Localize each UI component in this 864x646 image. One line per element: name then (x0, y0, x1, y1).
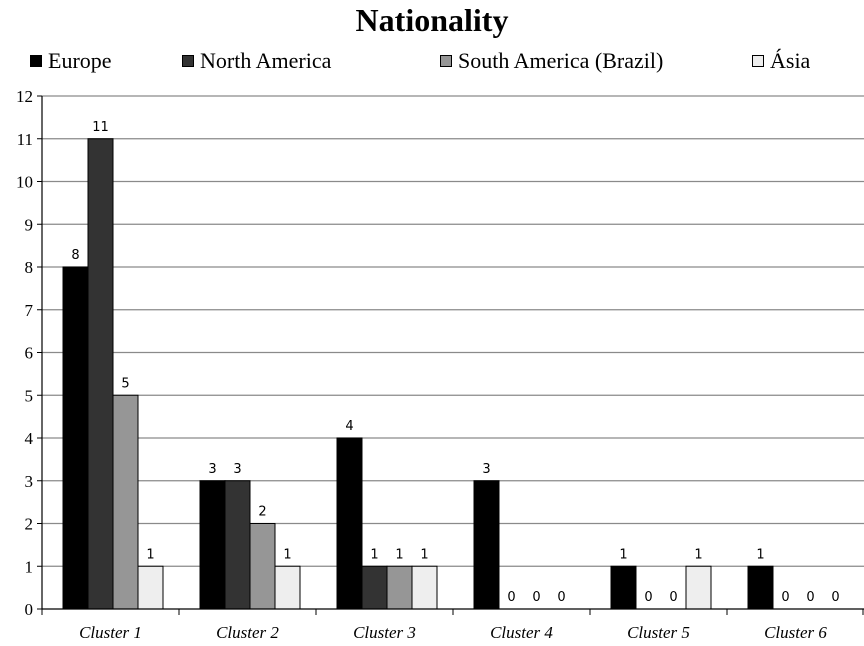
legend-label-north-america: North America (200, 48, 332, 73)
data-label: 8 (71, 248, 79, 263)
data-label: 5 (121, 376, 129, 391)
bar (336, 437, 363, 610)
bar (249, 523, 276, 610)
y-tick-label: 8 (25, 258, 34, 277)
data-label: 1 (420, 547, 428, 562)
bar (274, 565, 301, 610)
x-axis-category-labels: Cluster 1 Cluster 2 Cluster 3 Cluster 4 Clus… (79, 623, 827, 642)
data-label: 0 (806, 590, 814, 605)
legend-swatch-asia (752, 55, 764, 67)
y-tick-label: 6 (25, 344, 34, 363)
data-label: 3 (208, 462, 216, 477)
data-label: 0 (781, 590, 789, 605)
data-label: 0 (831, 590, 839, 605)
axes (41, 96, 864, 615)
category-label: Cluster 3 (353, 623, 416, 642)
bar (386, 565, 413, 610)
grid-lines (42, 95, 864, 567)
legend-item-north-america: North America (182, 48, 331, 74)
bar (685, 565, 712, 610)
y-tick-label: 11 (17, 130, 33, 149)
data-label: 4 (345, 419, 353, 434)
data-label: 0 (644, 590, 652, 605)
chart-title: Nationality (355, 2, 509, 38)
legend-label-asia: Ásia (770, 48, 811, 73)
category-label: Cluster 1 (79, 623, 142, 642)
y-tick-label: 3 (25, 472, 34, 491)
data-label: 1 (283, 547, 291, 562)
legend-swatch-north-america (182, 55, 194, 67)
data-label: 0 (669, 590, 677, 605)
bar (112, 394, 139, 610)
bar (361, 565, 388, 610)
bar (87, 138, 114, 610)
bar (137, 565, 164, 610)
bar (747, 565, 774, 610)
y-tick-label: 5 (25, 386, 34, 405)
y-tick-label: 0 (25, 600, 34, 619)
bars (62, 138, 774, 610)
data-label: 3 (482, 462, 490, 477)
legend-label-south-america: South America (Brazil) (458, 48, 664, 73)
legend-swatch-south-america (440, 55, 452, 67)
data-label: 0 (532, 590, 540, 605)
y-tick-label: 2 (25, 515, 34, 534)
y-tick-label: 9 (25, 215, 34, 234)
legend: Europe North America South America (Braz… (30, 48, 860, 76)
data-label: 11 (92, 120, 109, 135)
data-label: 1 (619, 547, 627, 562)
data-label: 2 (258, 505, 266, 520)
bar (62, 266, 89, 610)
data-label: 3 (233, 462, 241, 477)
legend-item-europe: Europe (30, 48, 112, 74)
bar (473, 480, 500, 610)
y-tick-label: 4 (25, 429, 34, 448)
legend-label-europe: Europe (48, 48, 112, 73)
bar (224, 480, 251, 610)
category-label: Cluster 4 (490, 623, 553, 642)
legend-swatch-europe (30, 55, 42, 67)
bar (610, 565, 637, 610)
legend-item-asia: Ásia (752, 48, 810, 74)
category-label: Cluster 2 (216, 623, 279, 642)
bar (411, 565, 438, 610)
category-label: Cluster 5 (627, 623, 690, 642)
y-tick-label: 7 (25, 301, 34, 320)
bar (199, 480, 226, 610)
data-label: 0 (507, 590, 515, 605)
y-tick-label: 10 (16, 173, 33, 192)
data-label: 1 (146, 547, 154, 562)
y-tick-label: 12 (16, 87, 33, 106)
data-label: 0 (557, 590, 565, 605)
legend-item-south-america: South America (Brazil) (440, 48, 663, 74)
data-label: 1 (694, 547, 702, 562)
data-label: 1 (395, 547, 403, 562)
data-label: 1 (756, 547, 764, 562)
category-label: Cluster 6 (764, 623, 827, 642)
y-tick-label: 1 (25, 557, 34, 576)
data-label: 1 (370, 547, 378, 562)
